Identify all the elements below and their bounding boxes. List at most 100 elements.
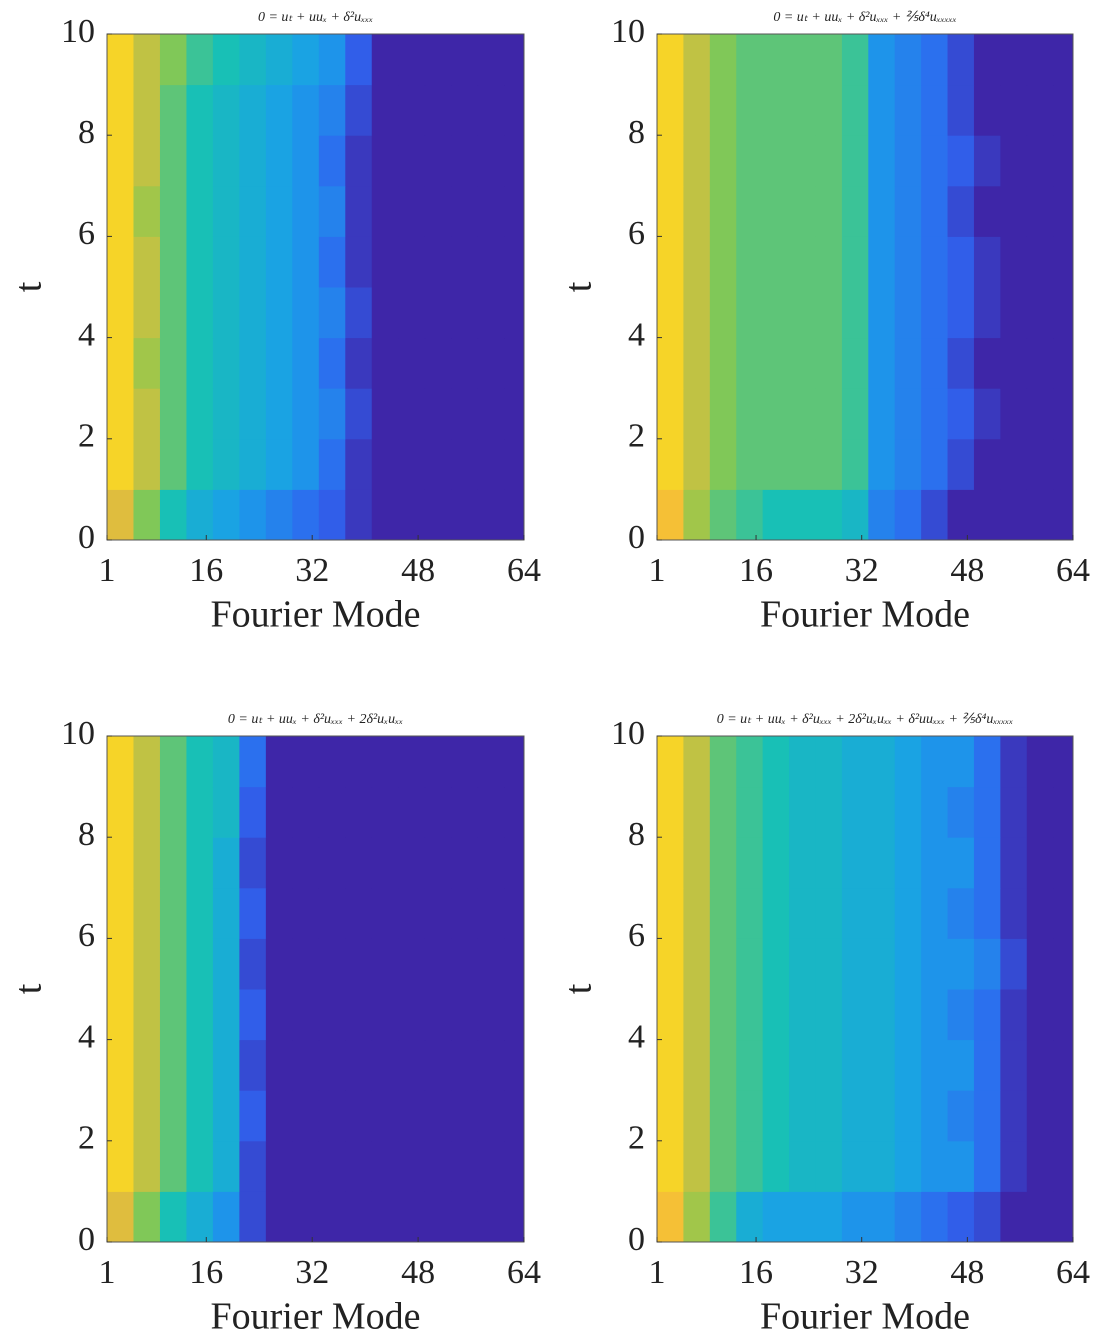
heat-cell (239, 236, 267, 288)
heat-cell (973, 938, 1001, 990)
heat-cell (1053, 887, 1074, 939)
heat-cell (133, 236, 161, 288)
heat-cell (683, 1039, 711, 1091)
y-tick-label: 0 (78, 519, 95, 556)
heat-cell (292, 989, 320, 1041)
heat-cell (815, 236, 843, 288)
heat-cell (398, 236, 426, 288)
heat-cell (371, 388, 399, 440)
heat-cell (947, 887, 975, 939)
heat-cell (815, 887, 843, 939)
heat-cell (789, 1191, 816, 1243)
heat-cell (265, 1039, 293, 1091)
heat-cell (736, 34, 764, 86)
heat-cell (657, 1140, 684, 1192)
heat-cell (868, 1090, 896, 1142)
heat-cell (683, 287, 711, 339)
heat-cell (947, 1140, 975, 1192)
heat-cell (398, 1090, 426, 1142)
heat-cell (1053, 287, 1074, 339)
heat-cell (762, 1140, 790, 1192)
heat-cell (973, 388, 1001, 440)
heat-cell (973, 837, 1001, 889)
heat-cell (477, 1039, 505, 1091)
heat-cell (292, 1140, 320, 1192)
heat-cell (815, 337, 843, 389)
heat-cell (683, 337, 711, 389)
heat-cell (736, 236, 764, 288)
heat-cell (292, 489, 320, 541)
heat-cell (894, 1039, 922, 1091)
heat-cell (1053, 84, 1074, 136)
heat-cell (424, 887, 452, 939)
y-axis-label: t (8, 281, 50, 292)
heat-cell (345, 489, 373, 541)
x-tick-label: 48 (950, 552, 984, 589)
heat-cell (239, 84, 267, 136)
heat-cell (159, 938, 187, 990)
y-tick-label: 2 (628, 1120, 645, 1157)
heat-cell (318, 438, 346, 490)
heat-cell (477, 837, 505, 889)
heat-cell (1000, 388, 1028, 440)
heat-cell (815, 84, 843, 136)
heat-cell (424, 287, 452, 339)
heat-cell (1026, 489, 1054, 541)
heat-cell (736, 1191, 764, 1243)
heat-cell (477, 185, 505, 237)
heat-cell (212, 989, 240, 1041)
heat-cell (133, 438, 161, 490)
heat-cell (815, 438, 843, 490)
heat-cell (345, 938, 373, 990)
x-tick-label: 48 (401, 552, 435, 589)
heat-cell (657, 388, 684, 440)
heat-cell (212, 185, 240, 237)
heat-cell (371, 786, 399, 838)
heat-cell (504, 938, 525, 990)
heat-cell (398, 786, 426, 838)
heat-cell (159, 185, 187, 237)
heat-cell (212, 236, 240, 288)
x-tick-label: 32 (295, 1254, 329, 1291)
heat-cell (345, 287, 373, 339)
heat-cell (292, 1191, 320, 1243)
heat-cell (477, 236, 505, 288)
heat-cell (683, 84, 711, 136)
heat-cell (398, 287, 426, 339)
heat-cell (815, 1039, 843, 1091)
heat-cell (133, 185, 161, 237)
heat-cell (107, 489, 134, 541)
heat-cell (1026, 1039, 1054, 1091)
heat-cell (841, 1191, 869, 1243)
heat-cell (1000, 786, 1028, 838)
heat-cell (212, 1140, 240, 1192)
heat-cell (504, 84, 525, 136)
heat-cell (709, 887, 737, 939)
heat-cell (371, 1039, 399, 1091)
heat-cell (239, 786, 267, 838)
heat-cell (477, 786, 505, 838)
heat-cell (239, 1039, 267, 1091)
y-tick-label: 10 (611, 715, 645, 752)
heat-cell (107, 135, 134, 187)
chart-title: 0 = uₜ + uuₓ + δ²uₓₓₓ + 2δ²uₓuₓₓ + δ²uuₓ… (717, 712, 1014, 727)
x-tick-label: 32 (845, 1254, 879, 1291)
heat-cell (265, 1191, 293, 1243)
heat-cell (973, 989, 1001, 1041)
heat-cell (186, 989, 214, 1041)
heat-cell (159, 287, 187, 339)
heat-cell (345, 736, 373, 788)
heat-cell (451, 337, 479, 389)
heat-cell (736, 438, 764, 490)
heat-cell (1053, 1191, 1074, 1243)
heat-cell (841, 135, 869, 187)
heat-cell (1000, 438, 1028, 490)
heat-cell (424, 135, 452, 187)
heat-cell (868, 938, 896, 990)
heat-cell (657, 736, 684, 788)
heat-cell (683, 989, 711, 1041)
heat-cell (947, 1090, 975, 1142)
heat-cell (133, 135, 161, 187)
heat-cell (683, 236, 711, 288)
heat-cell (239, 1191, 267, 1243)
